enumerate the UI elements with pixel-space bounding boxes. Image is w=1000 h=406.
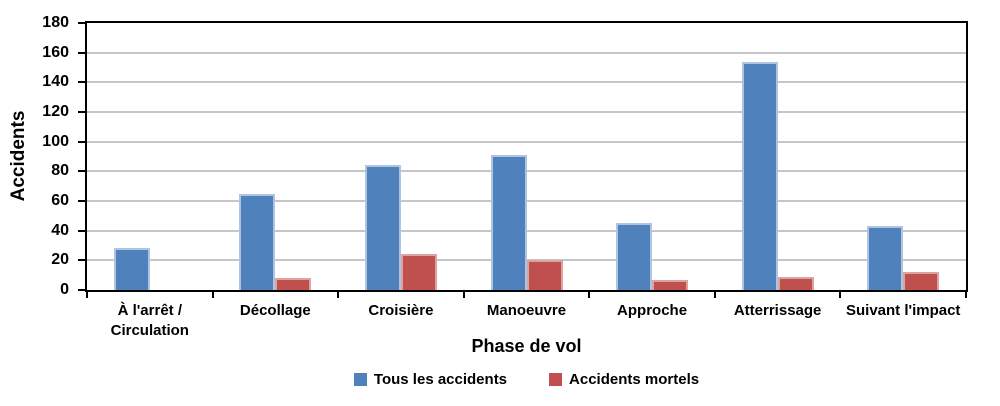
legend-swatch-accidents-mortels	[549, 373, 563, 386]
x-tick-mark	[839, 292, 842, 298]
legend-item-accidents-mortels: Accidents mortels	[549, 371, 699, 388]
plot-area	[85, 21, 968, 292]
bar-accidents-mortels	[777, 276, 814, 290]
y-tick-label: 120	[42, 103, 69, 120]
legend: Tous les accidents Accidents mortels	[85, 371, 968, 388]
y-tick-label: 100	[42, 132, 69, 150]
x-category-label: Manoeuvre	[486, 302, 567, 319]
bar-tous-les-accidents	[239, 193, 276, 290]
x-category-label: Décollage	[239, 302, 311, 319]
bar-accidents-mortels	[903, 272, 940, 290]
legend-label-tous-les-accidents: Tous les accidents	[373, 371, 508, 388]
gridline	[87, 229, 966, 232]
bar-tous-les-accidents	[741, 61, 778, 290]
bar-accidents-mortels	[400, 254, 437, 290]
y-tick-mark	[78, 229, 85, 232]
legend-label-accidents-mortels: Accidents mortels	[569, 371, 700, 388]
bar-accidents-mortels	[526, 260, 563, 290]
y-tick-label: 140	[42, 73, 69, 91]
y-tick-mark	[78, 289, 85, 291]
bar-tous-les-accidents	[616, 223, 653, 290]
x-tick-mark	[462, 292, 465, 298]
x-tick-mark	[713, 292, 716, 298]
y-tick-mark	[78, 259, 85, 262]
bar-accidents-mortels	[275, 278, 312, 290]
bar-tous-les-accidents	[364, 165, 401, 290]
x-axis-title: Phase de vol	[471, 336, 582, 356]
y-tick-mark	[78, 22, 85, 24]
y-tick-label: 80	[51, 162, 69, 180]
y-tick-label: 180	[42, 14, 69, 31]
y-tick-mark	[78, 81, 85, 84]
x-category-label: À l'arrêt / Circulation	[110, 302, 189, 339]
y-tick-label: 60	[51, 192, 69, 209]
gridline	[87, 200, 966, 202]
x-tick-mark	[588, 292, 591, 298]
x-axis-category-labels: À l'arrêt / Circulation Décollage Croisièr…	[85, 301, 968, 341]
gridline	[87, 111, 966, 113]
legend-item-tous-les-accidents: Tous les accidents	[353, 371, 508, 388]
y-tick-label: 160	[42, 43, 69, 61]
y-tick-mark	[78, 51, 85, 54]
x-category-label: Croisière	[368, 302, 434, 319]
x-tick-mark	[337, 292, 340, 298]
x-category-label: Atterrissage	[733, 302, 822, 319]
x-tick-mark	[965, 292, 967, 298]
bar-tous-les-accidents	[867, 226, 904, 290]
x-category-label: Approche	[617, 302, 688, 319]
x-axis-tick-marks	[85, 292, 968, 299]
y-tick-mark	[78, 140, 85, 143]
legend-swatch-tous-les-accidents	[353, 373, 367, 386]
bar-tous-les-accidents	[490, 155, 527, 290]
y-axis-tick-labels: 0 20 40 60 80 100 120 140 160 180	[0, 14, 85, 298]
y-tick-label: 40	[51, 221, 69, 239]
gridline	[87, 81, 966, 84]
y-tick-label: 20	[51, 251, 69, 269]
gridline	[87, 51, 966, 54]
bar-tous-les-accidents	[113, 248, 150, 290]
y-tick-mark	[78, 170, 85, 173]
x-tick-mark	[86, 292, 88, 298]
x-category-label: Suivant l'impact	[845, 302, 961, 319]
y-tick-mark	[78, 111, 85, 113]
gridline	[87, 170, 966, 173]
y-tick-label: 0	[60, 281, 69, 298]
bar-accidents-mortels	[652, 279, 689, 290]
gridline	[87, 140, 966, 143]
x-tick-mark	[211, 292, 214, 298]
y-tick-mark	[78, 200, 85, 202]
